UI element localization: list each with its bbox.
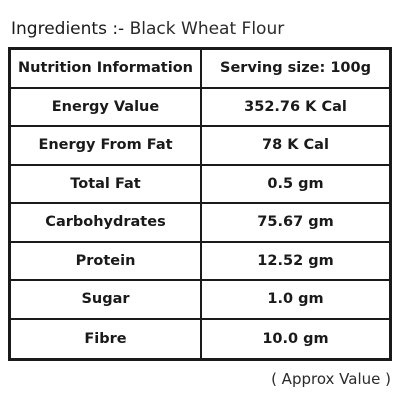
row-value-carbohydrates: 75.67 gm [202,204,389,243]
approx-value-note: ( Approx Value ) [271,370,391,388]
row-value-sugar: 1.0 gm [202,281,389,320]
header-nutrition-information: Nutrition Information [11,50,202,89]
row-label-sugar: Sugar [11,281,202,320]
row-label-energy-value: Energy Value [11,88,202,127]
row-label-total-fat: Total Fat [11,165,202,204]
row-value-energy-from-fat: 78 K Cal [202,127,389,166]
row-label-energy-from-fat: Energy From Fat [11,127,202,166]
row-label-fibre: Fibre [11,319,202,358]
ingredients-value: Black Wheat Flour [129,19,285,39]
ingredients-line: Ingredients :- Black Wheat Flour [11,18,284,40]
row-value-total-fat: 0.5 gm [202,166,389,204]
row-label-carbohydrates: Carbohydrates [11,204,202,243]
row-label-protein: Protein [11,242,202,281]
row-value-energy-value: 352.76 K Cal [202,89,389,127]
row-value-protein: 12.52 gm [202,243,389,281]
nutrition-table: Nutrition Information Serving size: 100g… [8,47,392,361]
ingredients-label: Ingredients :- [11,19,125,39]
row-value-fibre: 10.0 gm [262,330,329,347]
header-serving-size: Serving size: 100g [202,50,389,89]
